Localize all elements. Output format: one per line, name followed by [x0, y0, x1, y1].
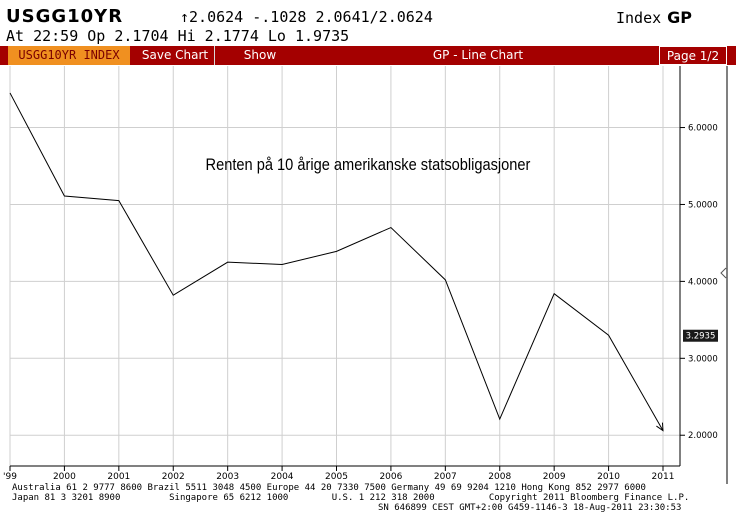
x-tick-label: '99 — [3, 472, 17, 482]
footer: Australia 61 2 9777 8600 Brazil 5511 304… — [0, 483, 736, 527]
footer-contacts-2: Japan 81 3 3201 8900 Singapore 65 6212 1… — [12, 493, 690, 503]
index-button[interactable]: USGG10YR INDEX — [8, 46, 130, 65]
y-tick-label: 4.0000 — [688, 277, 718, 287]
y-tick-label: 3.0000 — [688, 354, 718, 364]
grid-lines — [9, 66, 680, 466]
x-tick-label: 2003 — [216, 472, 239, 482]
price-quote: ↑2.0624 -.1028 2.0641/2.0624 — [180, 8, 433, 26]
y-tick-label: 2.0000 — [688, 431, 718, 441]
chart-type-title: GP - Line Chart — [432, 48, 524, 62]
x-tick-label: 2004 — [271, 472, 294, 482]
x-tick-label: 2006 — [379, 472, 402, 482]
x-tick-label: 2007 — [434, 472, 457, 482]
show-button[interactable]: Show — [243, 48, 277, 62]
x-tick-label: 2000 — [53, 472, 76, 482]
series-end-arrow — [656, 422, 664, 432]
last-value-label: 3.2935 — [686, 332, 716, 342]
ticker-symbol: USGG10YR — [6, 6, 124, 27]
y-tick-label: 5.0000 — [688, 200, 718, 210]
header: USGG10YR ↑2.0624 -.1028 2.0641/2.0624 In… — [0, 0, 736, 46]
series-line — [9, 92, 664, 432]
open-high-low: At 22:59 Op 2.1704 Hi 2.1774 Lo 1.9735 — [6, 27, 350, 45]
x-tick-label: 2010 — [597, 472, 620, 482]
index-label: Index — [615, 9, 662, 27]
x-tick-label: 2002 — [162, 472, 185, 482]
series-polyline — [9, 92, 664, 431]
index-code-value: GP — [667, 8, 692, 27]
x-tick-label: 2011 — [652, 472, 675, 482]
axes — [9, 66, 728, 484]
save-chart-button[interactable]: Save Chart — [136, 46, 215, 65]
last-value-badge — [683, 329, 718, 342]
index-code: Index GP — [616, 8, 692, 27]
tick-labels: '99 2000 2001 2002 2003 2004 2005 2006 2007 2008 2… — [3, 124, 718, 482]
x-tick-label: 2001 — [107, 472, 130, 482]
footer-session: SN 646899 CEST GMT+2:00 G459-1146-3 18-A… — [378, 503, 682, 513]
x-tick-label: 2005 — [325, 472, 348, 482]
x-tick-label: 2008 — [488, 472, 511, 482]
toolbar: USGG10YR INDEX Save Chart Show GP - Line… — [0, 46, 736, 65]
scroll-arrow-icon — [720, 267, 727, 279]
x-tick-label: 2009 — [543, 472, 566, 482]
chart-title: Renten på 10 årige amerikanske statsobli… — [206, 155, 532, 174]
y-tick-label: 6.0000 — [688, 124, 718, 134]
page-indicator[interactable]: Page 1/2 — [659, 46, 727, 65]
footer-contacts: Australia 61 2 9777 8600 Brazil 5511 304… — [12, 483, 646, 493]
